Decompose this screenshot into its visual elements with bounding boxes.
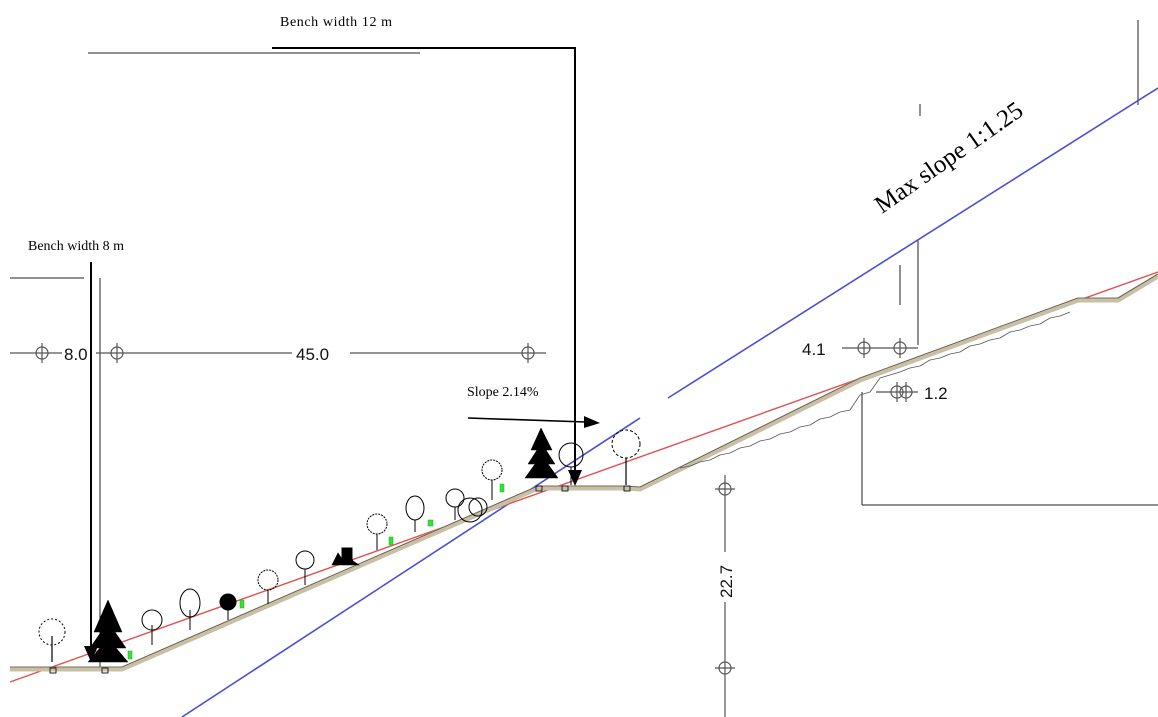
max-slope-label: Max slope 1:1.25 xyxy=(870,97,1028,219)
dimension-marker-icon xyxy=(857,338,871,358)
arrows xyxy=(84,47,600,662)
arrow-down-icon xyxy=(84,262,98,662)
tree-icon xyxy=(445,488,465,520)
reference-lines xyxy=(10,20,1158,668)
tree-icon xyxy=(405,495,425,532)
tree-icon xyxy=(179,588,201,630)
circle-marker-icon xyxy=(457,497,488,523)
arrow-right-icon xyxy=(467,416,600,428)
dimension-marker-icon xyxy=(715,661,735,675)
dimension-1-2 xyxy=(876,382,918,402)
tree-icon xyxy=(141,609,163,645)
tree-icon xyxy=(481,459,503,500)
max-slope-line xyxy=(181,87,1158,717)
bench-slope-label: Slope 2.14% xyxy=(467,385,539,400)
shrub-icon xyxy=(331,547,360,566)
dimension-marker-icon xyxy=(35,343,49,363)
horizontal-dimension xyxy=(10,343,546,363)
dimension-label-4-1: 4.1 xyxy=(802,340,826,359)
dimension-marker-icon xyxy=(899,382,913,402)
dimension-marker-icon xyxy=(521,343,535,363)
dimension-label-22-7: 22.7 xyxy=(717,565,736,598)
dimension-label-45-0: 45.0 xyxy=(296,345,329,364)
dimension-label-8-0: 8.0 xyxy=(64,345,88,364)
dimension-label-1-2: 1.2 xyxy=(924,384,948,403)
dimension-4-1 xyxy=(842,338,918,358)
terrain-profile xyxy=(10,273,1158,674)
vegetation xyxy=(38,427,641,663)
terrain-steps xyxy=(679,311,1071,469)
tree-icon xyxy=(257,569,279,604)
conifer-icon xyxy=(524,427,559,479)
arrow-down-icon xyxy=(272,47,582,486)
dimension-marker-icon xyxy=(893,338,907,358)
grass-icon xyxy=(127,483,505,660)
shrub-icon xyxy=(219,593,237,620)
bench-width-lower-label: Bench width 8 m xyxy=(28,239,124,254)
tree-icon xyxy=(611,429,641,485)
conifer-icon xyxy=(87,599,129,663)
dimension-marker-icon xyxy=(890,382,904,402)
dimension-marker-icon xyxy=(715,482,735,496)
tree-icon xyxy=(366,513,388,550)
dimension-marker-icon xyxy=(110,343,124,363)
terrain-band xyxy=(10,273,1158,672)
tree-icon xyxy=(295,550,315,585)
terrain-edge xyxy=(10,273,1158,668)
bench-posts xyxy=(49,485,631,674)
bench-width-upper-label: Bench width 12 m xyxy=(280,15,393,30)
tree-icon xyxy=(38,618,66,662)
